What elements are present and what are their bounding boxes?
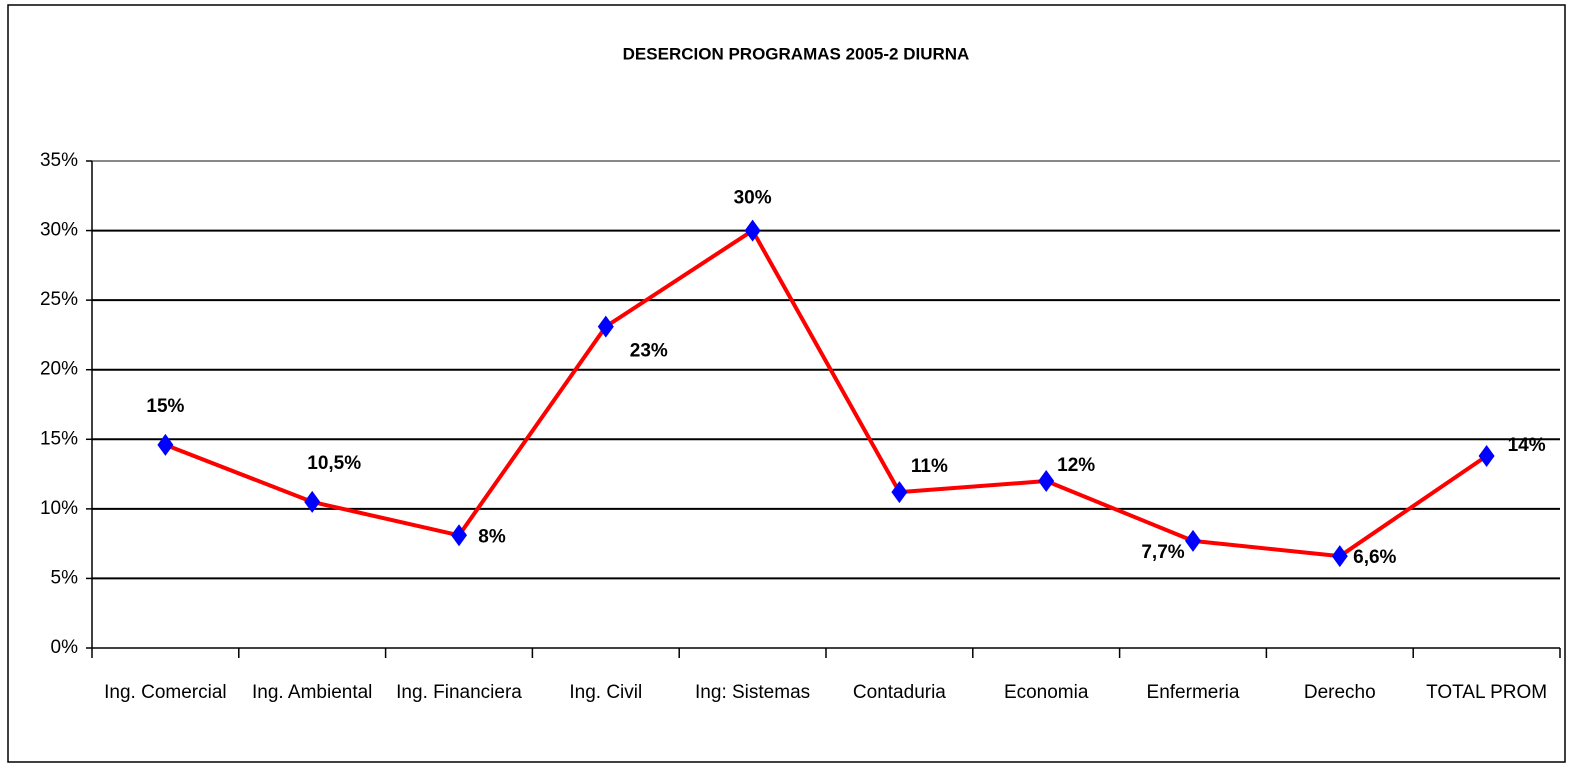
marker <box>1038 470 1055 493</box>
data-label: 12% <box>1057 455 1095 476</box>
marker <box>157 433 174 456</box>
chart-border <box>7 4 1566 763</box>
y-tick-label: 25% <box>40 289 78 310</box>
marker <box>304 490 321 513</box>
x-tick-label: Ing. Financiera <box>396 682 522 703</box>
y-tick-label: 30% <box>40 220 78 241</box>
y-tick-label: 10% <box>40 498 78 519</box>
data-label: 14% <box>1508 435 1546 456</box>
x-tick-label: Contaduria <box>853 682 946 703</box>
y-tick-label: 5% <box>51 567 79 588</box>
x-tick-label: Ing. Civil <box>569 682 642 703</box>
x-tick-label: Ing. Comercial <box>104 682 227 703</box>
marker <box>1478 444 1495 467</box>
data-label: 8% <box>478 526 506 547</box>
data-label: 15% <box>146 396 184 417</box>
marker <box>597 315 614 338</box>
marker <box>1185 529 1201 552</box>
data-label: 7,7% <box>1141 542 1184 563</box>
marker <box>744 219 761 242</box>
line <box>164 228 1488 559</box>
data-label: 23% <box>630 341 668 362</box>
x-tick-label: Economia <box>1004 682 1089 703</box>
y-tick-label: 35% <box>40 150 78 171</box>
x-tick-label: TOTAL PROM <box>1426 682 1547 703</box>
chart-title: DESERCION PROGRAMAS 2005-2 DIURNA <box>623 44 970 63</box>
y-tick-label: 20% <box>40 359 78 380</box>
marker <box>451 524 467 547</box>
y-tick-label: 0% <box>51 637 79 658</box>
x-tick-label: Ing: Sistemas <box>695 682 810 703</box>
y-tick-label: 15% <box>40 428 78 449</box>
data-label: 10,5% <box>307 453 361 474</box>
data-label: 11% <box>911 456 948 477</box>
data-label: 30% <box>734 188 772 209</box>
data-label: 6,6% <box>1353 547 1396 568</box>
marker <box>1331 545 1348 568</box>
x-tick-label: Ing. Ambiental <box>252 682 372 703</box>
x-tick-label: Enfermeria <box>1147 682 1240 703</box>
x-tick-label: Derecho <box>1304 682 1376 703</box>
marker <box>891 481 908 504</box>
